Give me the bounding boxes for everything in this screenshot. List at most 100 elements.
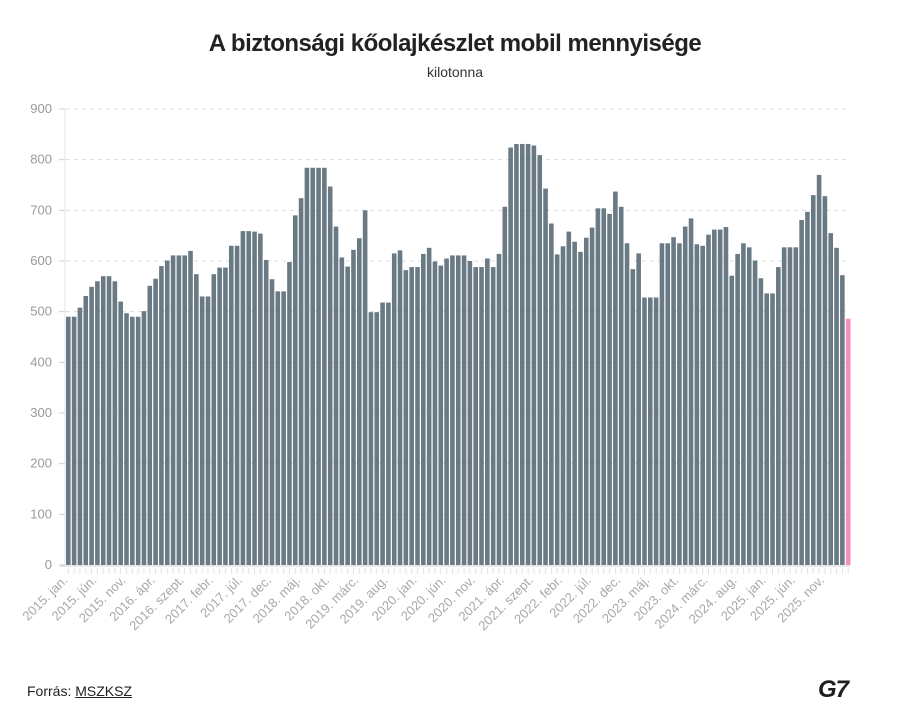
bar (234, 245, 240, 566)
bar (479, 267, 484, 565)
bar (525, 143, 531, 565)
bar (205, 296, 211, 565)
bar (467, 261, 473, 565)
bar (560, 246, 566, 565)
bar (653, 297, 659, 565)
bar (106, 276, 112, 565)
bar (822, 196, 828, 565)
bar (659, 243, 665, 565)
bar (787, 247, 793, 565)
bar (182, 255, 187, 565)
g7-logo: G7 (818, 676, 849, 703)
bar (543, 188, 548, 565)
bar (217, 267, 222, 565)
bar (147, 285, 153, 565)
y-tick-label: 400 (30, 354, 52, 369)
bar (438, 265, 444, 565)
bar (723, 227, 729, 565)
bar (153, 278, 158, 565)
bar (508, 147, 513, 566)
bar (741, 243, 746, 565)
y-tick-label: 200 (30, 456, 52, 471)
bar (246, 231, 252, 565)
bar (572, 241, 577, 565)
bar (351, 249, 356, 565)
bar (223, 267, 228, 565)
y-tick-label: 300 (30, 405, 52, 420)
bar (618, 206, 624, 565)
bar (607, 213, 612, 565)
bar (77, 307, 83, 565)
bar (712, 229, 717, 565)
bar (601, 208, 607, 565)
bar (403, 270, 409, 565)
bar (269, 279, 275, 565)
bar (764, 293, 769, 565)
bar (130, 316, 135, 565)
bar (228, 245, 234, 566)
bar (164, 260, 170, 565)
y-tick-label: 600 (30, 253, 52, 268)
bar (706, 234, 711, 566)
bar (100, 276, 106, 565)
bar (287, 262, 292, 565)
bar (589, 227, 595, 565)
bar (810, 195, 816, 565)
bar (159, 266, 164, 565)
bar (816, 174, 822, 565)
source-label: Forrás: (27, 683, 76, 699)
bar (578, 251, 583, 565)
bar (124, 313, 129, 565)
bar (700, 245, 705, 566)
bar (799, 219, 804, 565)
bar (421, 253, 426, 565)
bar (304, 167, 310, 566)
chart-subtitle: kilotonna (426, 64, 484, 80)
bar (316, 167, 321, 566)
bar (554, 254, 560, 565)
bar (281, 291, 286, 565)
source-link[interactable]: MSZKSZ (75, 683, 133, 699)
bar (409, 267, 414, 565)
bar (490, 267, 496, 565)
bar (630, 269, 636, 565)
bar (66, 316, 71, 565)
bar (426, 247, 432, 565)
bar (362, 210, 368, 566)
y-tick-label: 0 (45, 557, 52, 572)
bar (735, 253, 740, 565)
bar (682, 226, 688, 565)
bar (194, 274, 199, 565)
bar (455, 255, 461, 565)
bar (694, 244, 700, 565)
bar (397, 250, 403, 566)
bar (310, 167, 316, 566)
bar (729, 275, 735, 565)
bar (642, 297, 647, 565)
bar (549, 223, 554, 566)
bar (298, 198, 304, 565)
source-note: Forrás: MSZKSZ (27, 683, 132, 699)
bar (333, 226, 339, 565)
bar (176, 255, 182, 565)
bar (345, 266, 350, 565)
bar (327, 186, 333, 565)
bar (752, 260, 758, 565)
bar (339, 257, 345, 565)
bar (444, 258, 449, 565)
bar (135, 316, 141, 565)
y-tick-label: 800 (30, 152, 52, 167)
bar (758, 278, 764, 565)
bar (805, 211, 810, 565)
bar (211, 274, 217, 565)
bar (531, 145, 537, 566)
bar (566, 231, 572, 565)
bar (188, 250, 193, 565)
bar (374, 312, 380, 565)
bar (258, 233, 263, 565)
bar (380, 302, 385, 565)
bar (828, 233, 834, 565)
bar (485, 258, 490, 565)
bar (537, 155, 543, 565)
bar (717, 229, 723, 565)
